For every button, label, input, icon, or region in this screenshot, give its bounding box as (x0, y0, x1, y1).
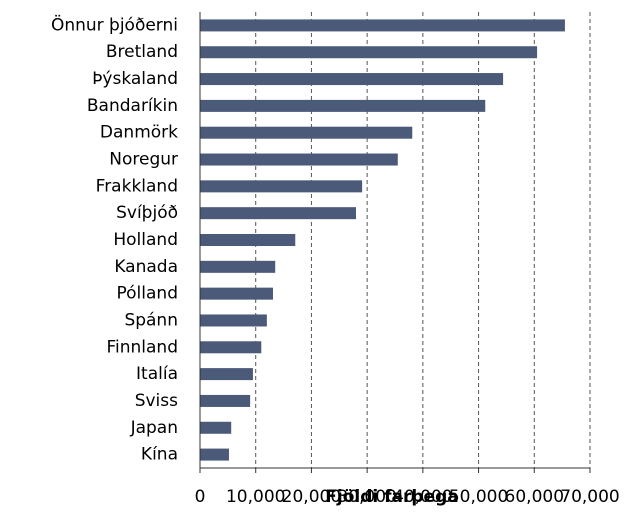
x-tick-label: 70,000 (560, 487, 619, 507)
y-tick-label: Þýskaland (92, 69, 178, 89)
bar (200, 368, 253, 381)
x-tick-label: 40,000 (393, 487, 452, 507)
bar (200, 314, 267, 327)
x-tick-label: 0 (195, 487, 206, 507)
bar (200, 46, 538, 59)
y-tick-label: Pólland (117, 284, 178, 304)
y-tick-label: Frakkland (96, 176, 178, 196)
bar (200, 287, 273, 300)
bar (200, 448, 229, 461)
y-tick-label: Italía (136, 364, 178, 384)
bar (200, 153, 398, 166)
y-tick-label: Kanada (114, 257, 178, 277)
bar (200, 260, 276, 273)
x-tick-label: 20,000 (282, 487, 341, 507)
bar (200, 421, 232, 434)
x-tick-label: 30,000 (337, 487, 396, 507)
bar (200, 73, 504, 86)
x-tick-label: 60,000 (505, 487, 564, 507)
bar (200, 19, 565, 32)
y-tick-label: Svíþjóð (116, 203, 178, 223)
bar (200, 99, 486, 112)
y-tick-label: Bandaríkin (87, 96, 178, 116)
y-tick-label: Holland (113, 230, 178, 250)
y-tick-label: Finnland (106, 337, 178, 357)
bar (200, 394, 251, 407)
y-tick-label: Sviss (135, 391, 178, 411)
bar (200, 341, 262, 354)
bar (200, 207, 356, 220)
x-tick-label: 10,000 (226, 487, 285, 507)
x-axis-title: Fjöldi farþega (325, 487, 458, 507)
bar (200, 234, 296, 246)
x-tick-label: 50,000 (449, 487, 508, 507)
y-tick-label: Spánn (124, 310, 178, 330)
bar (200, 180, 363, 193)
y-tick-label: Önnur þjóðerni (51, 13, 178, 35)
y-tick-label: Japan (130, 418, 178, 438)
y-tick-label: Kína (141, 445, 178, 465)
y-tick-label: Noregur (109, 150, 178, 170)
y-tick-label: Danmörk (100, 123, 178, 143)
y-tick-label: Bretland (106, 42, 178, 62)
bar (200, 126, 413, 139)
